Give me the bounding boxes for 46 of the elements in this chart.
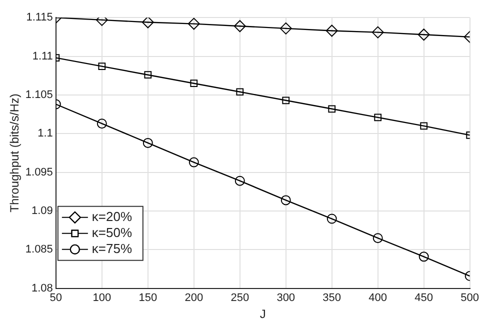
x-tick-label: 200 xyxy=(184,292,204,304)
legend-label: κ=50% xyxy=(92,224,132,240)
y-tick-label: 1.1 xyxy=(38,128,53,140)
x-tick-label: 500 xyxy=(460,292,480,304)
y-tick-label: 1.11 xyxy=(32,50,53,62)
point xyxy=(280,195,291,206)
point xyxy=(234,20,246,32)
point xyxy=(372,26,384,38)
y-tick-label: 1.08 xyxy=(32,282,53,294)
point xyxy=(234,176,245,186)
x-tick-label: 100 xyxy=(92,292,112,304)
x-tick-label: 450 xyxy=(414,292,434,304)
point xyxy=(142,18,154,28)
y-tick-label: 1.115 xyxy=(26,12,53,24)
point xyxy=(280,22,292,34)
point xyxy=(98,62,106,70)
y-tick-label: 1.085 xyxy=(25,244,53,256)
point xyxy=(188,18,200,30)
point xyxy=(188,157,199,168)
y-axis-title: Throughput (bits/s/Hz) xyxy=(8,94,22,212)
point xyxy=(144,71,152,79)
x-tick-label: 400 xyxy=(368,292,388,304)
y-tick-label: 1.095 xyxy=(25,166,53,178)
point xyxy=(328,105,336,113)
legend-label: κ=20% xyxy=(92,208,132,224)
y-tick-label: 1.09 xyxy=(32,205,53,218)
x-tick-label: 250 xyxy=(230,292,250,304)
x-tick-label: 50 xyxy=(50,292,62,304)
point xyxy=(326,214,337,224)
point xyxy=(236,88,244,96)
point xyxy=(326,24,338,37)
y-tick-label: 1.105 xyxy=(25,89,53,102)
x-axis-title: J xyxy=(260,307,266,322)
point xyxy=(418,252,429,262)
x-tick-label: 350 xyxy=(322,292,342,304)
x-tick-label: 150 xyxy=(138,292,158,304)
point xyxy=(142,138,153,148)
legend-label: κ=75% xyxy=(92,240,132,256)
point xyxy=(374,114,382,122)
point xyxy=(372,233,383,244)
point xyxy=(418,28,430,41)
point xyxy=(190,80,198,88)
point xyxy=(420,122,428,130)
point xyxy=(96,118,107,129)
x-tick-label: 300 xyxy=(276,292,296,304)
point xyxy=(282,96,290,104)
